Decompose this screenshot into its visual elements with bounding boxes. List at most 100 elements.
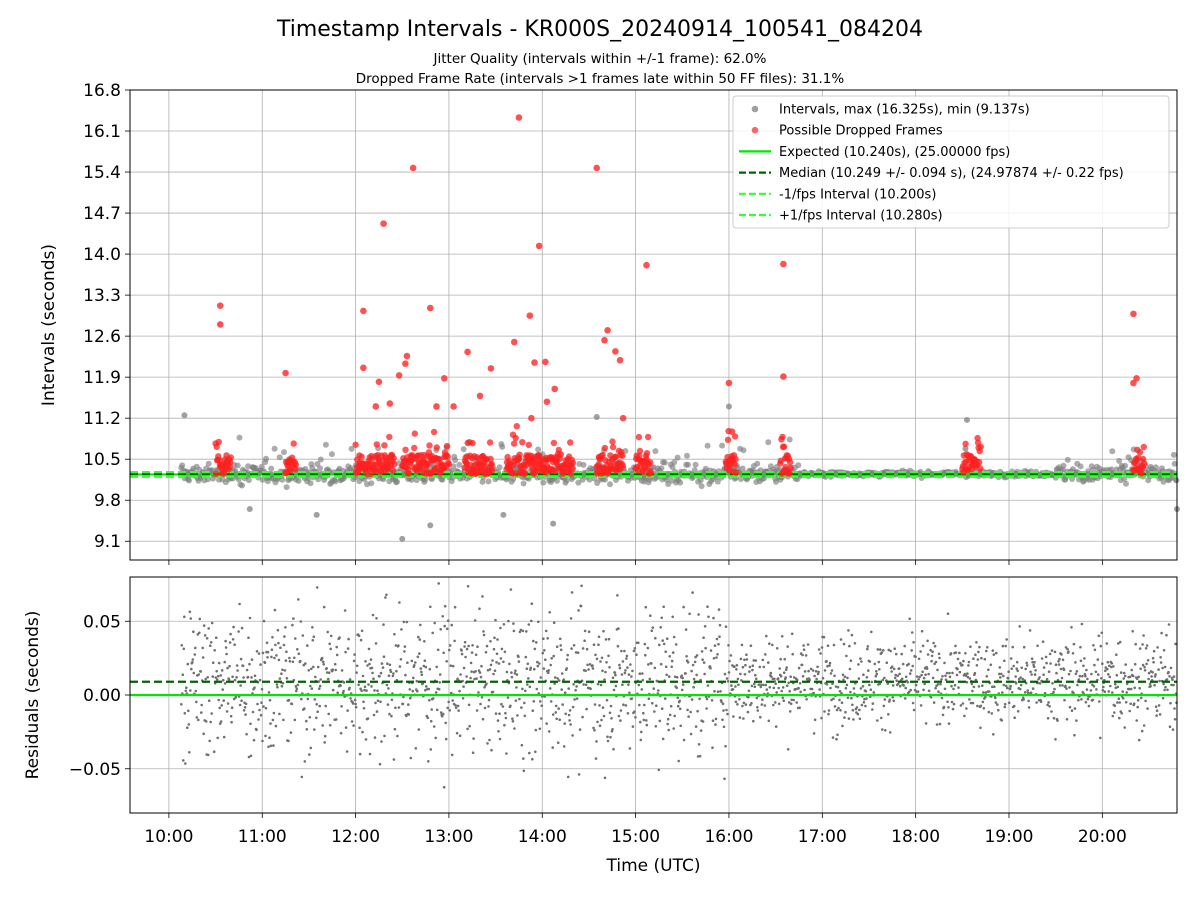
- x-tick-label: 18:00: [891, 827, 940, 847]
- residual-point: [959, 704, 963, 707]
- residual-point: [1116, 701, 1119, 704]
- residual-point: [371, 671, 374, 675]
- residual-point: [957, 686, 960, 689]
- residual-point: [675, 686, 678, 690]
- residual-point: [988, 690, 991, 693]
- residual-point: [308, 716, 312, 719]
- residual-point: [1050, 649, 1054, 652]
- residual-point: [509, 704, 512, 708]
- residual-point: [469, 676, 472, 680]
- residual-point: [932, 641, 935, 645]
- residual-point: [347, 637, 350, 641]
- residual-point: [767, 661, 770, 664]
- y-tick-label: 16.8: [83, 81, 121, 101]
- residual-point: [357, 683, 360, 686]
- residual-point: [219, 720, 223, 723]
- interval-point: [698, 483, 705, 490]
- residual-point: [445, 627, 449, 631]
- residual-point: [870, 680, 874, 684]
- residual-point: [370, 685, 373, 688]
- residual-point: [353, 653, 356, 656]
- bottom-axes: 10:00 11:00 12:00 13:00 14:00 15:00 16:00 17:00…: [23, 576, 1178, 876]
- residual-point: [1113, 704, 1117, 708]
- residual-point: [912, 641, 915, 644]
- residual-point: [397, 706, 401, 709]
- interval-point: [674, 454, 681, 461]
- interval-point: [795, 462, 802, 469]
- residual-point: [787, 701, 791, 704]
- residual-point: [833, 674, 836, 678]
- dropped-point: [724, 436, 732, 443]
- residual-point: [456, 677, 459, 681]
- dropped-point: [732, 456, 739, 463]
- residual-point: [900, 677, 904, 681]
- residual-point: [565, 658, 569, 661]
- residual-point: [389, 670, 393, 674]
- residual-point: [984, 695, 987, 699]
- residual-point: [736, 677, 740, 681]
- residual-point: [1000, 672, 1003, 676]
- dropped-point: [444, 453, 451, 460]
- residual-point: [1169, 701, 1172, 705]
- y-tick-label: 16.1: [83, 122, 121, 142]
- residual-point: [649, 614, 652, 617]
- legend-label: Median (10.249 +/- 0.094 s), (24.97874 +…: [779, 166, 1124, 181]
- residual-point: [631, 669, 634, 673]
- residual-point: [876, 719, 879, 722]
- residual-point: [744, 703, 748, 706]
- residual-point: [446, 619, 450, 622]
- residual-point: [1100, 631, 1104, 635]
- residual-point: [1040, 657, 1044, 660]
- residual-point: [890, 665, 894, 668]
- residual-point: [549, 700, 553, 703]
- residual-point: [972, 657, 975, 660]
- dropped-point: [787, 464, 794, 471]
- residual-point: [270, 648, 274, 651]
- residual-point: [850, 696, 853, 700]
- residual-point: [185, 686, 188, 689]
- residual-point: [875, 670, 878, 673]
- residual-point: [1157, 704, 1161, 707]
- residual-point: [942, 705, 946, 709]
- dropped-point: [1135, 454, 1142, 461]
- residual-point: [348, 686, 351, 690]
- residual-point: [702, 636, 705, 639]
- dropped-point: [290, 440, 297, 447]
- residual-point: [235, 676, 238, 679]
- residual-point: [602, 629, 605, 633]
- residual-point: [1004, 644, 1007, 648]
- residual-point: [361, 730, 364, 734]
- residual-point: [945, 671, 949, 675]
- residual-point: [656, 679, 659, 683]
- x-tick-label: 17:00: [798, 827, 847, 847]
- residual-point: [752, 659, 756, 662]
- residual-point: [516, 714, 519, 717]
- residual-point: [352, 724, 355, 727]
- residual-point: [1047, 701, 1050, 704]
- residual-point: [892, 667, 896, 671]
- residual-point: [1014, 675, 1017, 678]
- top-dropped-points: [212, 114, 1148, 477]
- interval-point: [962, 445, 969, 452]
- residual-point: [610, 717, 613, 720]
- legend: Intervals, max (16.325s), min (9.137s)Po…: [732, 95, 1170, 229]
- residual-point: [394, 644, 398, 647]
- residual-point: [931, 676, 935, 680]
- residual-point: [668, 713, 672, 717]
- residual-point: [244, 702, 248, 706]
- residual-point: [320, 656, 324, 660]
- residual-point: [1022, 698, 1025, 701]
- residual-point: [429, 605, 432, 609]
- dropped-point: [381, 442, 388, 449]
- residual-point: [1031, 660, 1034, 664]
- residual-point: [525, 630, 528, 633]
- residual-point: [1024, 667, 1027, 671]
- residual-point: [546, 637, 549, 640]
- residual-point: [595, 657, 599, 661]
- residual-point: [409, 756, 413, 760]
- residual-point: [1106, 660, 1110, 664]
- residual-point: [953, 683, 957, 687]
- residual-point: [311, 626, 314, 629]
- residual-point: [832, 643, 836, 647]
